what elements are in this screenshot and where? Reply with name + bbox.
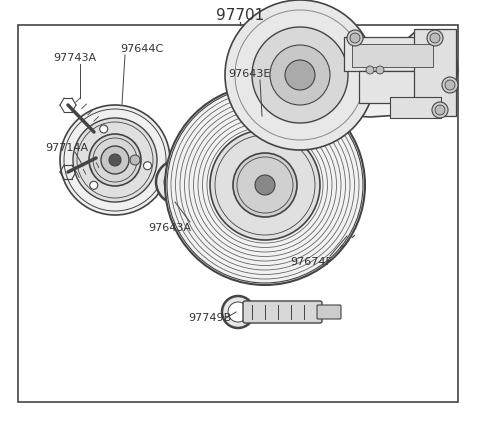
FancyBboxPatch shape xyxy=(344,37,441,71)
Text: 97749B: 97749B xyxy=(188,313,231,323)
Circle shape xyxy=(109,154,121,166)
Circle shape xyxy=(442,77,458,93)
FancyBboxPatch shape xyxy=(317,305,341,319)
Circle shape xyxy=(210,130,320,240)
Circle shape xyxy=(285,60,315,90)
Circle shape xyxy=(164,168,192,196)
Text: 97714A: 97714A xyxy=(45,143,88,153)
Circle shape xyxy=(101,146,129,174)
Circle shape xyxy=(427,30,443,46)
Circle shape xyxy=(89,134,141,186)
Circle shape xyxy=(100,125,108,133)
Circle shape xyxy=(130,155,140,165)
Text: 97701: 97701 xyxy=(216,7,264,22)
FancyBboxPatch shape xyxy=(389,96,441,117)
Circle shape xyxy=(347,30,363,46)
FancyBboxPatch shape xyxy=(359,71,446,103)
Circle shape xyxy=(350,33,360,43)
Text: 97644C: 97644C xyxy=(120,44,163,54)
Circle shape xyxy=(270,45,330,105)
Circle shape xyxy=(432,102,448,118)
Circle shape xyxy=(376,66,384,74)
Text: 97674F: 97674F xyxy=(290,257,332,267)
Text: 97643E: 97643E xyxy=(228,69,270,79)
Circle shape xyxy=(252,27,348,123)
Bar xyxy=(18,25,458,402)
Circle shape xyxy=(73,118,157,202)
Polygon shape xyxy=(270,30,458,117)
Circle shape xyxy=(144,162,152,170)
Circle shape xyxy=(445,80,455,90)
Circle shape xyxy=(430,33,440,43)
Circle shape xyxy=(225,0,375,150)
Text: 97643A: 97643A xyxy=(148,223,191,233)
FancyBboxPatch shape xyxy=(351,43,432,67)
Circle shape xyxy=(222,296,254,328)
FancyBboxPatch shape xyxy=(414,29,456,116)
Circle shape xyxy=(435,105,445,115)
Circle shape xyxy=(60,105,170,215)
Circle shape xyxy=(228,302,248,322)
Circle shape xyxy=(165,85,365,285)
Circle shape xyxy=(366,66,374,74)
Text: 97743A: 97743A xyxy=(53,53,96,63)
FancyBboxPatch shape xyxy=(243,301,322,323)
Circle shape xyxy=(90,181,98,189)
Circle shape xyxy=(156,160,200,204)
Circle shape xyxy=(233,153,297,217)
Circle shape xyxy=(255,175,275,195)
